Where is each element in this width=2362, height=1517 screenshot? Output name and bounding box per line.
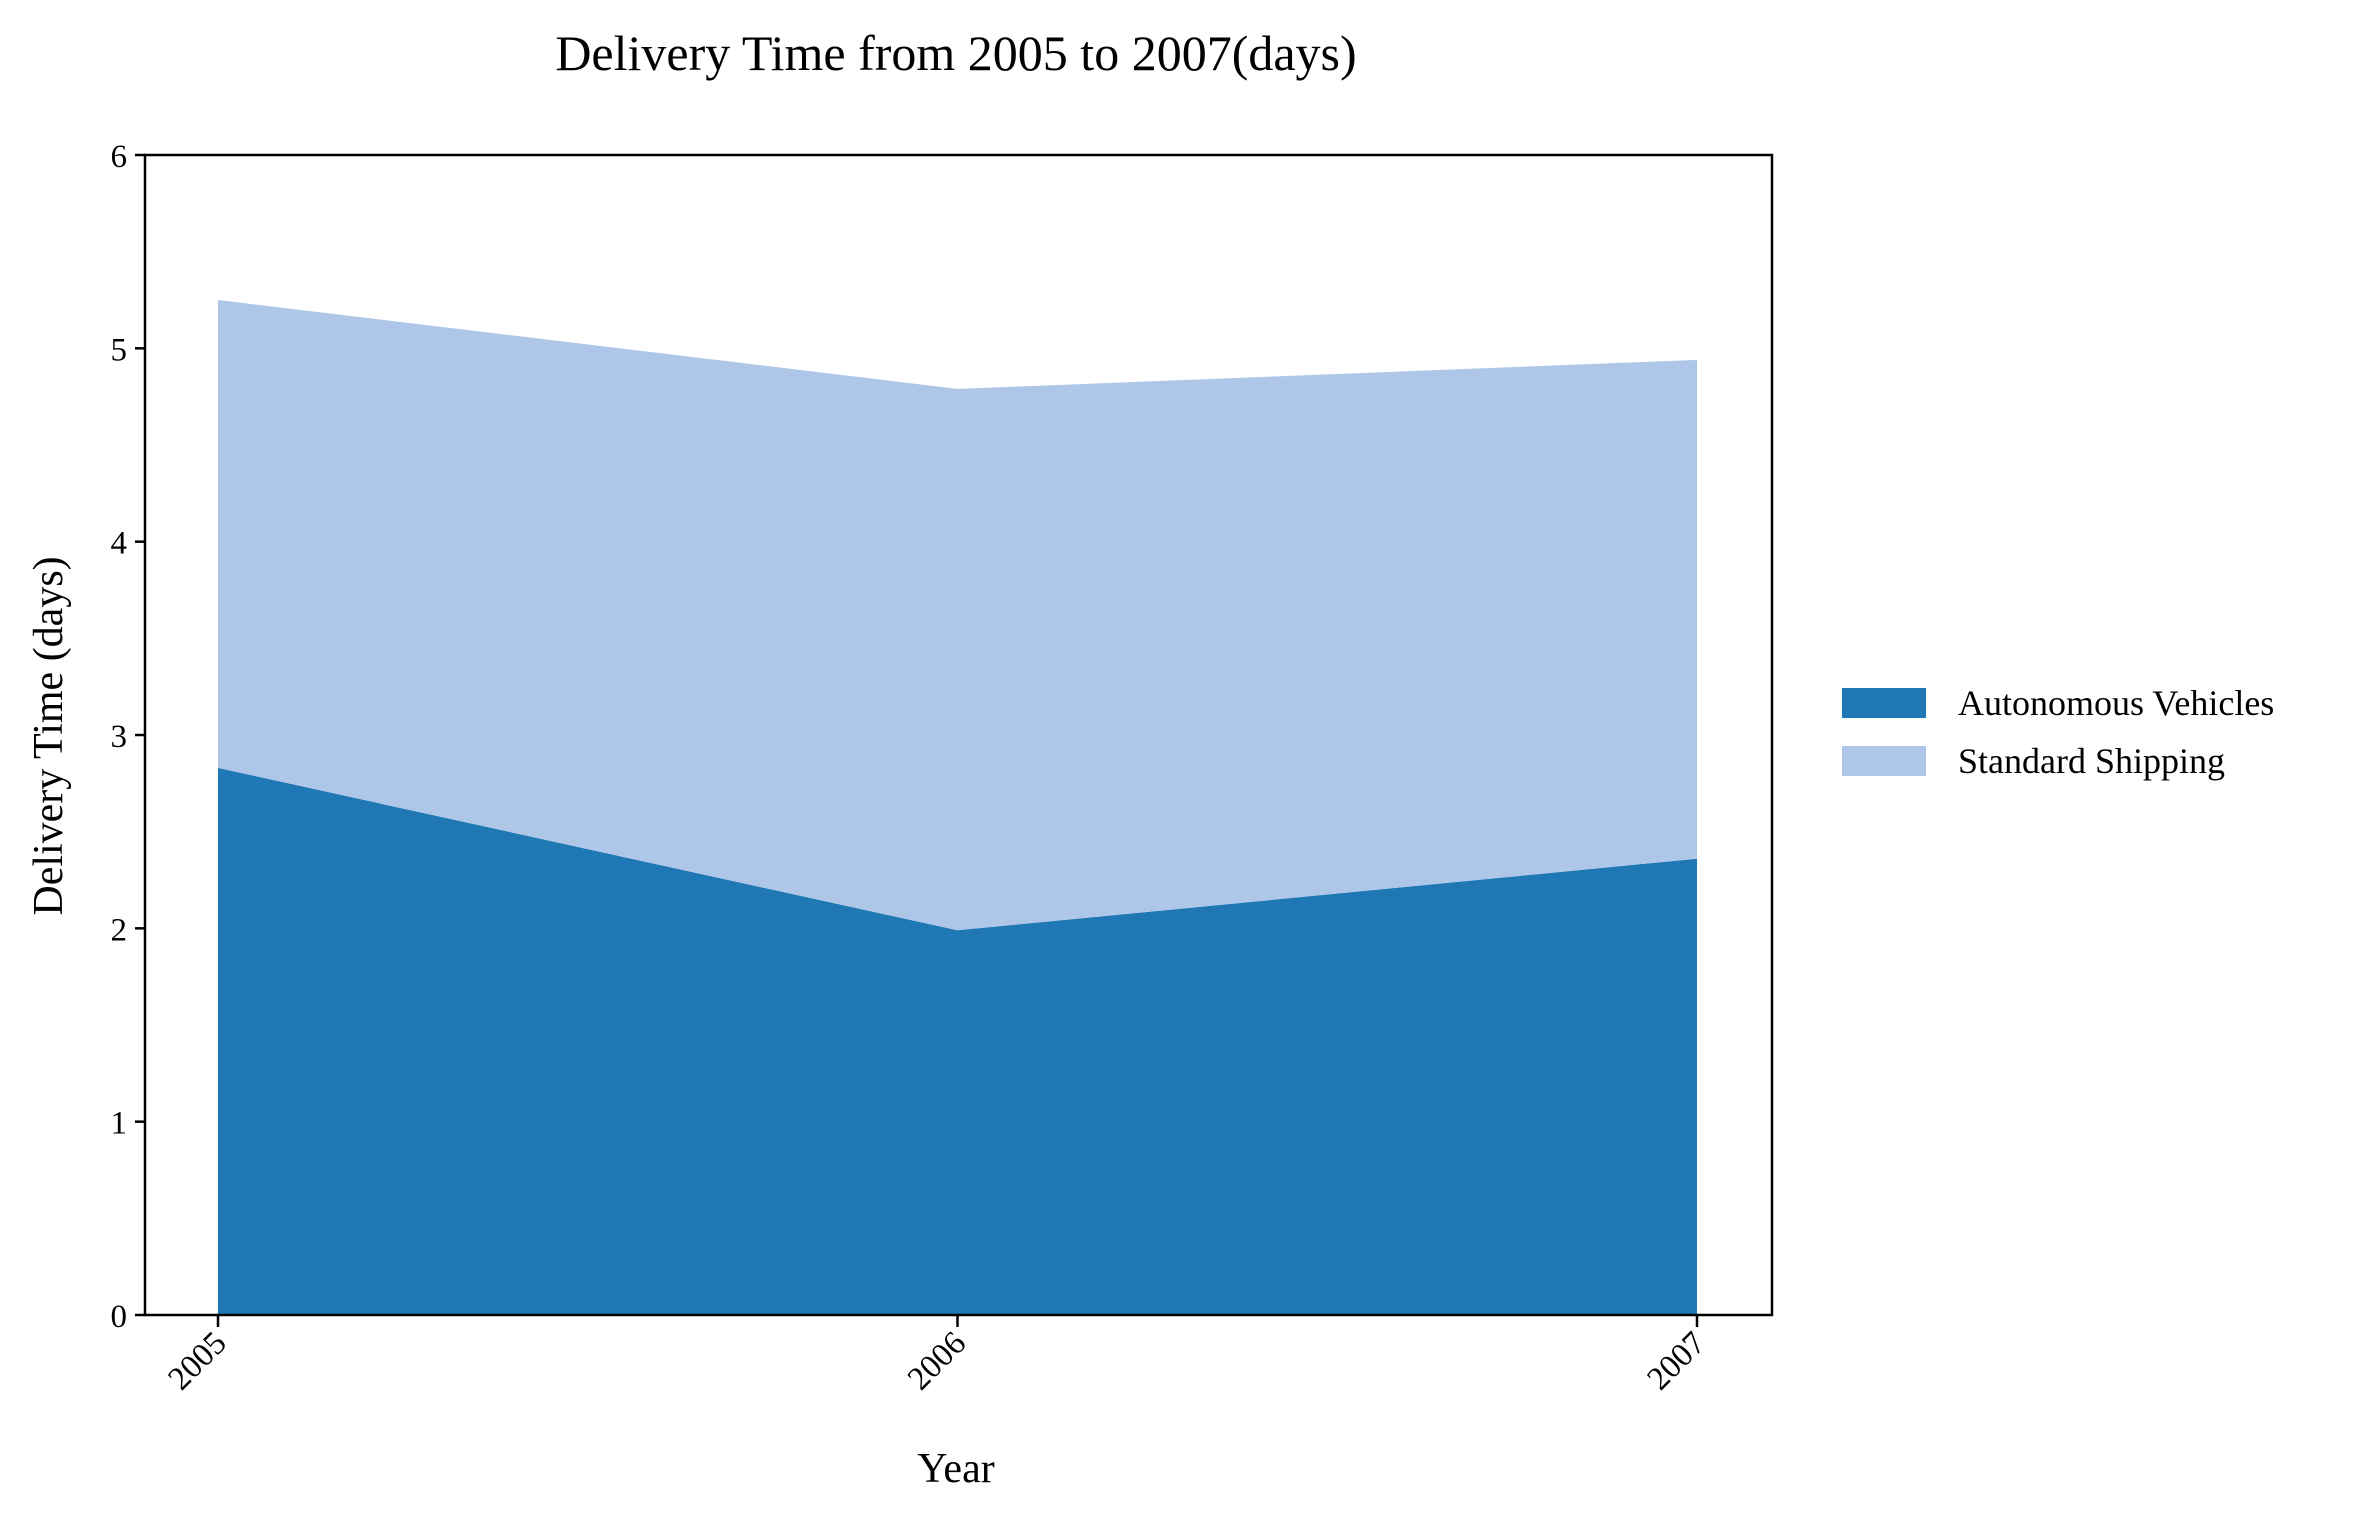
x-tick-label: 2006 (901, 1325, 973, 1397)
x-axis-label: Year (917, 1446, 994, 1492)
legend: Autonomous Vehicles Standard Shipping (1842, 683, 2274, 781)
y-tick-label: 6 (111, 139, 128, 175)
area-series-1 (218, 767, 1697, 1315)
y-tick-label: 2 (111, 912, 128, 948)
y-tick-label: 4 (111, 526, 128, 562)
x-tick-label: 2005 (162, 1325, 234, 1397)
legend-swatch-2 (1842, 746, 1926, 776)
y-tick-label: 3 (111, 719, 128, 755)
y-axis-label: Delivery Time (days) (26, 556, 72, 915)
legend-label-2: Standard Shipping (1958, 741, 2225, 781)
area-series-2 (218, 300, 1697, 931)
legend-swatch-1 (1842, 688, 1926, 718)
x-tick-label: 2007 (1641, 1325, 1713, 1397)
y-tick-label: 1 (111, 1106, 128, 1142)
plot-area: 0 1 2 3 4 5 6 2005 2006 2007 (111, 139, 1774, 1397)
y-tick-label: 5 (111, 332, 128, 368)
legend-label-1: Autonomous Vehicles (1958, 683, 2274, 723)
y-tick-label: 0 (111, 1299, 128, 1335)
chart-title: Delivery Time from 2005 to 2007(days) (555, 25, 1356, 81)
